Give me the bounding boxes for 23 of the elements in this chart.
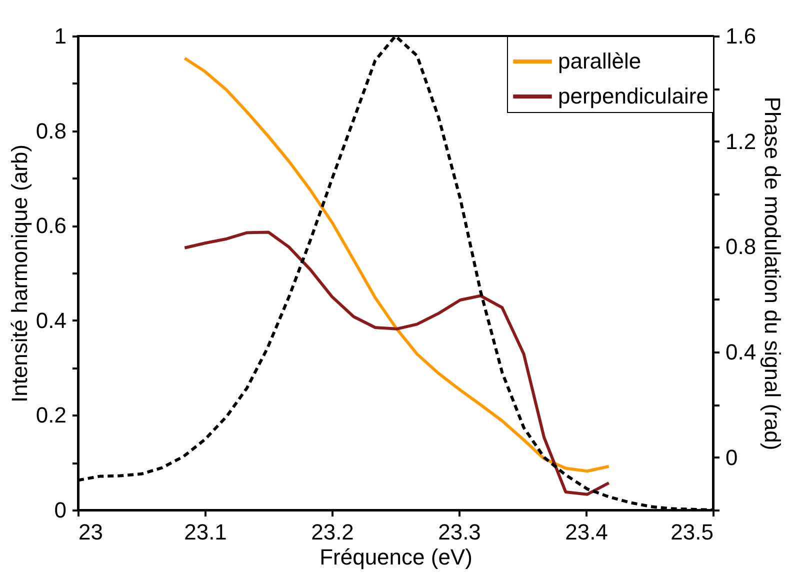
x-tick-label: 23.3 — [438, 520, 481, 544]
y2-tick-label: 1.2 — [726, 128, 756, 154]
y-tick-label: 0.2 — [36, 402, 66, 428]
y-tick-label: 0.8 — [36, 118, 66, 144]
x-tick-label: 23.2 — [311, 520, 354, 544]
y-tick-label: 0 — [54, 498, 66, 522]
y2-tick-label: 0 — [726, 444, 738, 470]
x-tick-label: 23.1 — [184, 520, 227, 544]
y2-tick-label: 0.8 — [726, 234, 756, 260]
x-tick-label: 23.4 — [565, 520, 608, 544]
legend-label: parallèle — [558, 48, 642, 74]
y2-tick-label: 1.6 — [726, 24, 756, 48]
x-tick-label: 23.5 — [670, 520, 714, 544]
x-tick-label: 23 — [78, 520, 103, 544]
y-tick-label: 1 — [54, 24, 66, 48]
y2-tick-label: 0.4 — [726, 340, 756, 364]
y2-axis-title: Phase de modulation du signal (rad) — [760, 96, 786, 450]
x-axis-title: Fréquence (eV) — [320, 544, 472, 570]
legend-label: perpendiculaire — [558, 84, 708, 108]
y-tick-label: 0.4 — [36, 308, 66, 333]
line-series — [183, 230, 610, 496]
y-tick-label: 0.6 — [36, 213, 66, 238]
y-axis-title: Intensité harmonique (arb) — [6, 144, 32, 403]
